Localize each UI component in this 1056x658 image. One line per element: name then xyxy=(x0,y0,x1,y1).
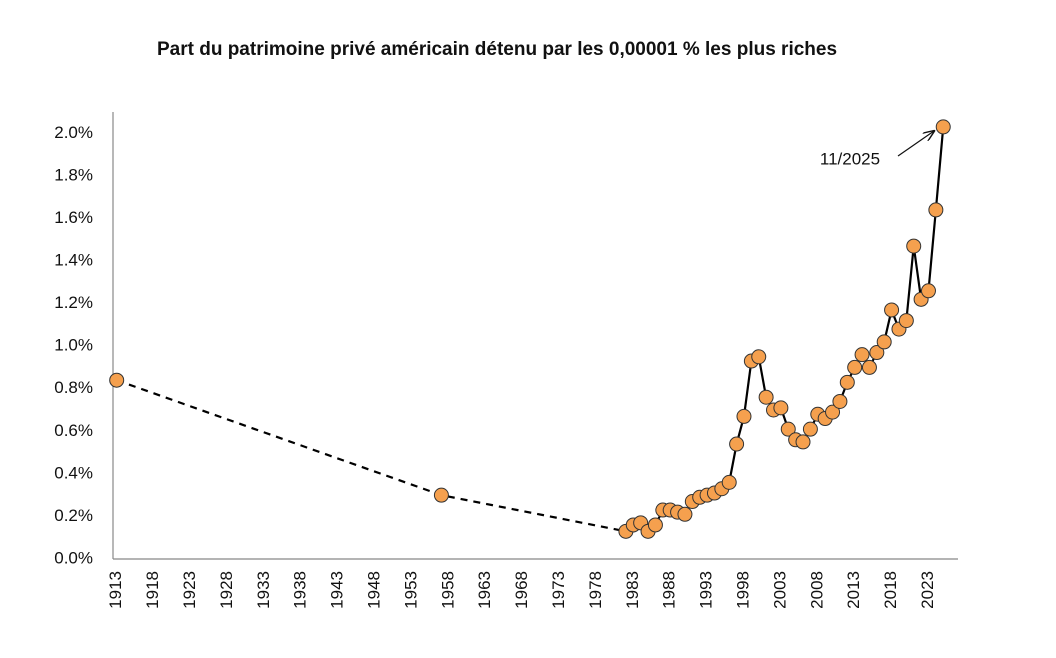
point xyxy=(847,359,863,375)
point xyxy=(647,517,663,533)
point xyxy=(854,347,870,363)
point xyxy=(861,359,877,375)
y-tick-label: 0.4% xyxy=(54,463,93,482)
y-tick-label: 0.2% xyxy=(54,506,93,525)
x-tick-label: 1923 xyxy=(180,571,199,609)
x-tick-label: 1958 xyxy=(438,571,457,609)
x-tick-label: 1913 xyxy=(106,571,125,609)
x-tick-label: 2003 xyxy=(770,571,789,609)
y-tick-label: 2.0% xyxy=(54,123,93,142)
point xyxy=(751,349,767,365)
x-tick-label: 2018 xyxy=(881,571,900,609)
point xyxy=(898,313,914,329)
point xyxy=(736,408,752,424)
x-tick-label: 1978 xyxy=(586,571,605,609)
point xyxy=(802,421,818,437)
line xyxy=(116,379,627,533)
point xyxy=(758,389,774,405)
x-tick-label: 1943 xyxy=(328,571,347,609)
y-tick-label: 1.8% xyxy=(54,165,93,184)
x-tick-label: 1928 xyxy=(217,571,236,609)
x-tick-label: 1933 xyxy=(254,571,273,609)
x-tick-label: 2008 xyxy=(807,571,826,609)
y-tick-label: 1.4% xyxy=(54,250,93,269)
point xyxy=(906,238,922,254)
y-tick-label: 1.0% xyxy=(54,336,93,355)
x-tick-label: 1918 xyxy=(143,571,162,609)
y-tick-label: 1.2% xyxy=(54,293,93,312)
chart-title: Part du patrimoine privé américain déten… xyxy=(157,39,837,60)
y-tick-label: 1.6% xyxy=(54,208,93,227)
annotation: 11/2025 xyxy=(820,149,880,168)
x-tick-label: 1988 xyxy=(660,571,679,609)
point xyxy=(825,404,841,420)
x-tick-label: 1983 xyxy=(623,571,642,609)
x-tick-label: 1953 xyxy=(401,571,420,609)
point xyxy=(729,436,745,452)
point xyxy=(433,487,449,503)
x-tick-label: 1998 xyxy=(733,571,752,609)
annotation-arrow xyxy=(897,131,934,157)
y-tick-label: 0.8% xyxy=(54,378,93,397)
x-tick-label: 1968 xyxy=(512,571,531,609)
point xyxy=(884,302,900,318)
y-tick-label: 0.0% xyxy=(54,548,93,567)
point xyxy=(839,374,855,390)
y-tick-label: 0.6% xyxy=(54,421,93,440)
point xyxy=(935,119,951,135)
x-tick-label: 1993 xyxy=(697,571,716,609)
x-tick-label: 1963 xyxy=(475,571,494,609)
x-tick-label: 1973 xyxy=(549,571,568,609)
point xyxy=(869,345,885,361)
point xyxy=(920,283,936,299)
x-tick-label: 1948 xyxy=(364,571,383,609)
point xyxy=(721,474,737,490)
point xyxy=(795,434,811,450)
point xyxy=(780,421,796,437)
point xyxy=(876,334,892,350)
x-tick-label: 1938 xyxy=(291,571,310,609)
point xyxy=(832,393,848,409)
point xyxy=(677,506,693,522)
point xyxy=(773,400,789,416)
point xyxy=(109,372,125,388)
point xyxy=(928,202,944,218)
x-tick-label: 2023 xyxy=(918,571,937,609)
x-tick-label: 2013 xyxy=(844,571,863,609)
